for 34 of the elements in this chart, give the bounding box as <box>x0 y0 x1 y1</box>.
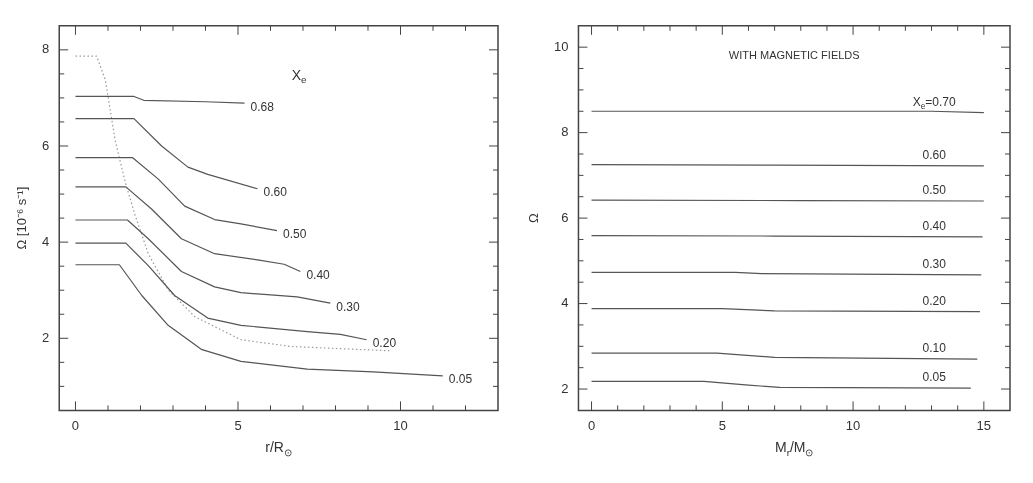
x-tick-label: 5 <box>234 417 242 433</box>
y-tick-label: 4 <box>561 295 569 311</box>
y-tick-label: 6 <box>561 209 569 225</box>
series-label: 0.30 <box>336 299 360 314</box>
y-axis-title: Ω [10⁻⁶ s⁻¹] <box>13 186 29 250</box>
series-label: 0.40 <box>306 267 331 282</box>
series-label: 0.60 <box>263 185 288 200</box>
y-axis-title: Ω <box>525 212 541 223</box>
annotation: WITH MAGNETIC FIELDS <box>728 48 860 61</box>
series-label: 0.20 <box>372 336 397 351</box>
y-tick-label: 2 <box>42 329 50 345</box>
series-label: 0.68 <box>250 99 275 114</box>
y-tick-label: 6 <box>42 137 50 153</box>
series-label: 0.30 <box>922 257 947 272</box>
x-tick-label: 0 <box>587 417 596 433</box>
y-tick-label: 10 <box>553 38 569 54</box>
series-label: 0.20 <box>922 294 947 308</box>
x-tick-label: 15 <box>976 417 992 433</box>
series-label: 0.05 <box>922 370 947 385</box>
series-label: 0.60 <box>922 148 947 163</box>
series-label: 0.10 <box>922 341 947 356</box>
series-label: 0.50 <box>282 226 307 241</box>
series-label: 0.05 <box>448 372 473 387</box>
y-tick-label: 4 <box>42 233 50 249</box>
series-label: 0.50 <box>922 183 947 198</box>
y-tick-label: 8 <box>561 124 569 140</box>
x-tick-label: 5 <box>718 417 726 433</box>
x-tick-label: 10 <box>845 417 861 433</box>
x-axis-title: r/R⊙ <box>265 439 292 459</box>
x-tick-label: 0 <box>71 417 80 433</box>
x-tick-label: 10 <box>393 417 408 433</box>
series-label: 0.40 <box>922 219 947 234</box>
y-tick-label: 2 <box>561 380 569 396</box>
y-tick-label: 8 <box>42 41 50 57</box>
